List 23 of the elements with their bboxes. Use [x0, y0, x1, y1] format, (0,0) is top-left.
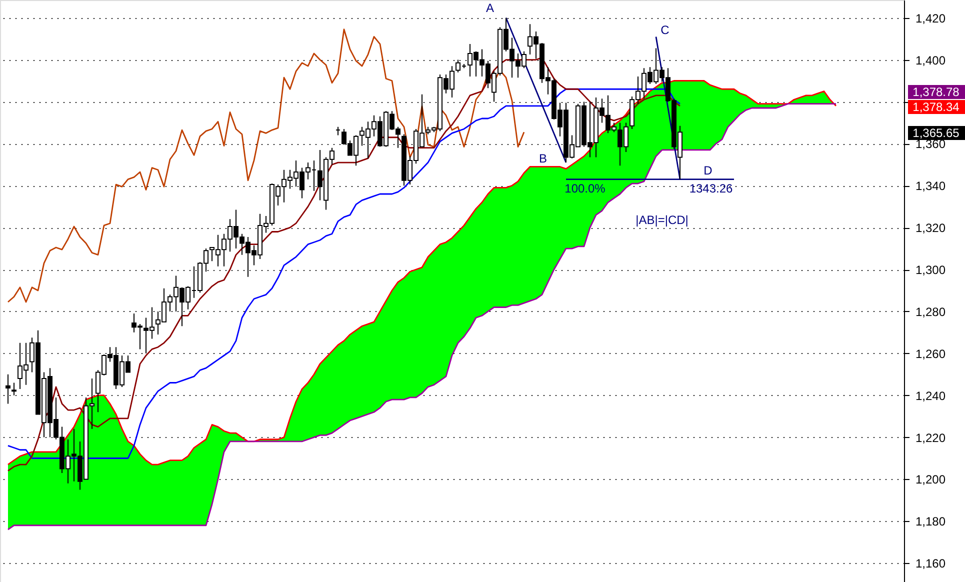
text: 1,378.34	[912, 100, 960, 114]
y-tick-label: 1,400	[916, 53, 946, 68]
text: 1,365.65	[912, 126, 960, 140]
y-tick-label: 1,180	[916, 514, 946, 529]
annotation: B	[538, 152, 548, 166]
annotation: |AB|=|CD|	[636, 213, 688, 227]
y-tick-label: 1,240	[916, 388, 946, 403]
y-tick-label: 1,260	[916, 346, 946, 361]
y-tick-label: 1,360	[916, 137, 946, 152]
y-tick-label: 1,420	[916, 11, 946, 26]
text: 1,378.78	[912, 85, 960, 99]
y-tick-label: 1,280	[916, 304, 946, 319]
annotation: 100.0%	[564, 181, 606, 196]
y-tick-label: 1,200	[916, 472, 946, 487]
y-tick-label: 1,220	[916, 430, 946, 445]
annotation: A	[486, 1, 494, 15]
annotation: C	[660, 23, 670, 37]
y-tick-label: 1,300	[916, 263, 946, 278]
y-tick-label: 1,340	[916, 179, 946, 194]
annotation: 1343.26	[689, 181, 734, 196]
y-tick-label: 1,320	[916, 221, 946, 236]
y-tick-label: 1,160	[916, 556, 946, 571]
annotation: D	[704, 163, 713, 178]
